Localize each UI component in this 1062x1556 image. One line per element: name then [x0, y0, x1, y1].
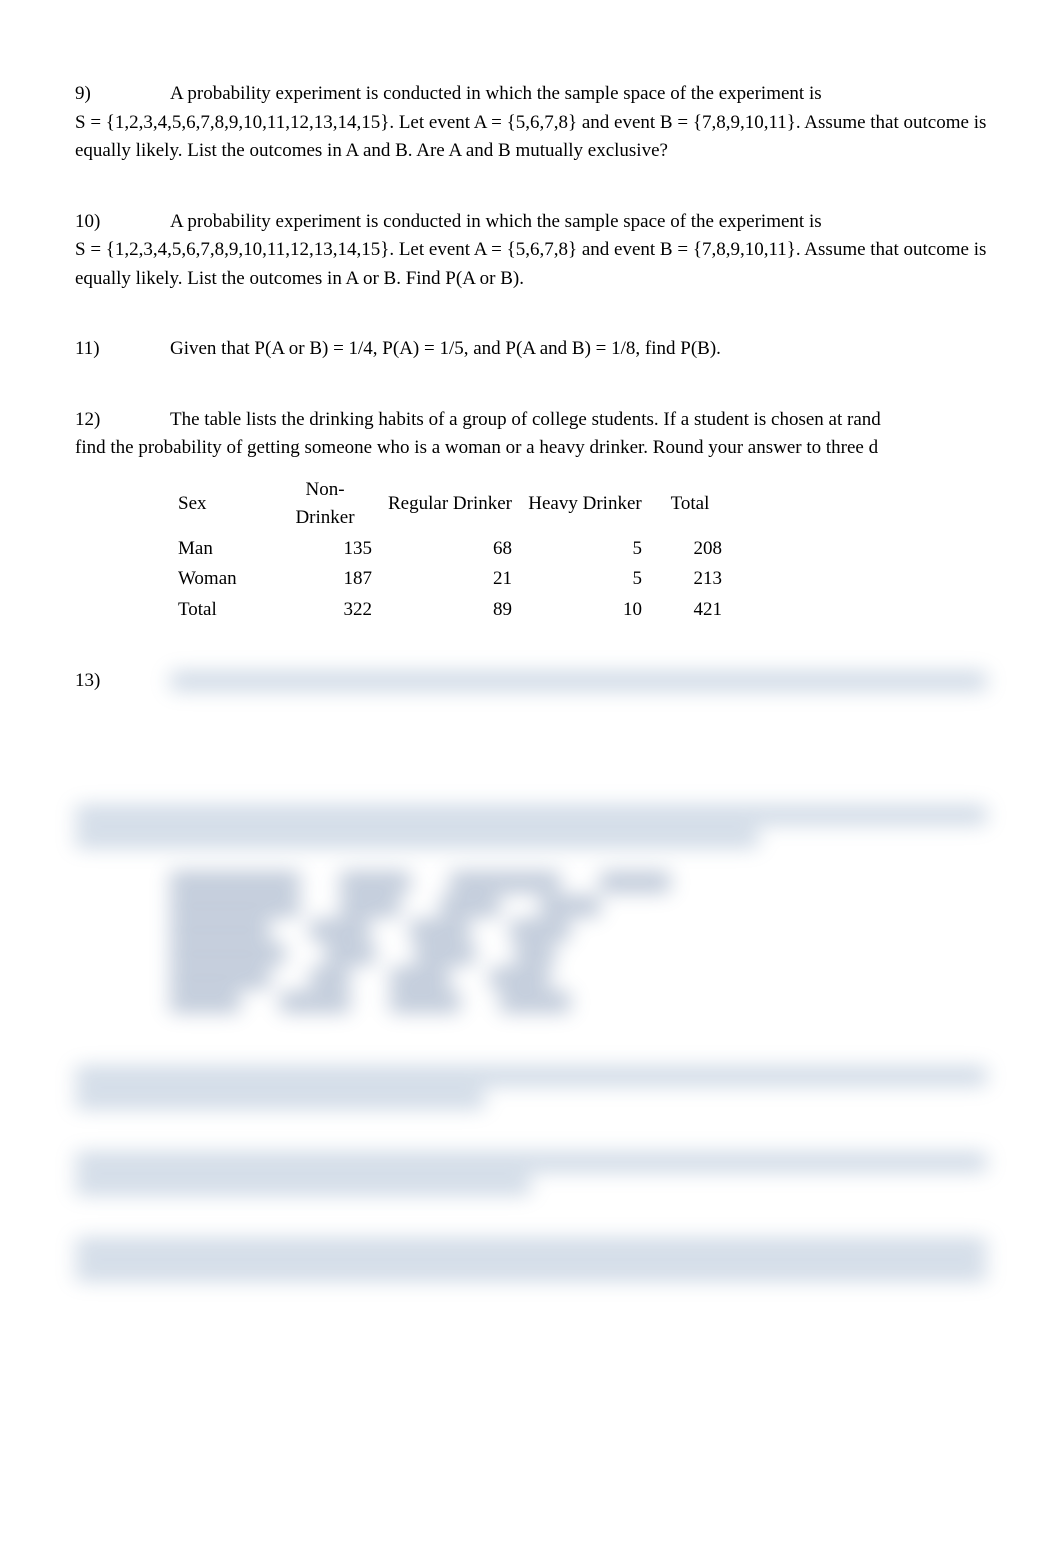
q10-text: 10)A probability experiment is conducted… — [75, 208, 987, 237]
blurred-paragraph — [75, 806, 987, 847]
q10-line1: A probability experiment is conducted in… — [170, 211, 822, 232]
question-10: 10)A probability experiment is conducted… — [75, 208, 987, 294]
q9-text: 9)A probability experiment is conducted … — [75, 80, 987, 109]
cell-label: Total — [170, 595, 270, 626]
q12-line2: find the probability of getting someone … — [75, 434, 987, 463]
cell-value: 187 — [270, 564, 380, 595]
cell-value: 10 — [520, 595, 650, 626]
q9-line2: S = {1,2,3,4,5,6,7,8,9,10,11,12,13,14,15… — [75, 109, 987, 166]
q12-line1: The table lists the drinking habits of a… — [170, 409, 881, 430]
col-regular-drinker: Regular Drinker — [380, 475, 520, 534]
blurred-content — [170, 667, 987, 695]
cell-value: 421 — [650, 595, 730, 626]
table-header-row: Sex Non-Drinker Regular Drinker Heavy Dr… — [170, 475, 730, 534]
col-sex: Sex — [170, 475, 270, 534]
table-row: Woman 187 21 5 213 — [170, 564, 730, 595]
q10-number: 10) — [75, 208, 170, 237]
cell-label: Man — [170, 534, 270, 565]
cell-value: 5 — [520, 564, 650, 595]
cell-value: 208 — [650, 534, 730, 565]
q13-number: 13) — [75, 667, 170, 696]
q11-text: 11)Given that P(A or B) = 1/4, P(A) = 1/… — [75, 335, 987, 364]
cell-value: 68 — [380, 534, 520, 565]
table-row: Total 322 89 10 421 — [170, 595, 730, 626]
col-heavy-drinker: Heavy Drinker — [520, 475, 650, 534]
cell-value: 322 — [270, 595, 380, 626]
cell-value: 89 — [380, 595, 520, 626]
q10-line2: S = {1,2,3,4,5,6,7,8,9,10,11,12,13,14,15… — [75, 236, 987, 293]
q12-text: 12)The table lists the drinking habits o… — [75, 406, 987, 435]
cell-value: 21 — [380, 564, 520, 595]
question-13: 13) — [75, 667, 987, 696]
table-row: Man 135 68 5 208 — [170, 534, 730, 565]
col-non-drinker: Non-Drinker — [270, 475, 380, 534]
blurred-lower-section — [75, 806, 987, 1280]
blurred-table — [170, 872, 690, 1012]
question-9: 9)A probability experiment is conducted … — [75, 80, 987, 166]
blurred-paragraph — [75, 1067, 987, 1108]
q12-number: 12) — [75, 406, 170, 435]
blurred-paragraph — [75, 1153, 987, 1194]
col-total: Total — [650, 475, 730, 534]
cell-label: Woman — [170, 564, 270, 595]
drinking-habits-table: Sex Non-Drinker Regular Drinker Heavy Dr… — [170, 475, 730, 626]
cell-value: 5 — [520, 534, 650, 565]
q9-line1: A probability experiment is conducted in… — [170, 83, 822, 104]
question-12: 12)The table lists the drinking habits o… — [75, 406, 987, 626]
q11-number: 11) — [75, 335, 170, 364]
cell-value: 135 — [270, 534, 380, 565]
blurred-paragraph — [75, 1239, 987, 1280]
question-11: 11)Given that P(A or B) = 1/4, P(A) = 1/… — [75, 335, 987, 364]
q9-number: 9) — [75, 80, 170, 109]
cell-value: 213 — [650, 564, 730, 595]
q11-line: Given that P(A or B) = 1/4, P(A) = 1/5, … — [170, 338, 721, 359]
